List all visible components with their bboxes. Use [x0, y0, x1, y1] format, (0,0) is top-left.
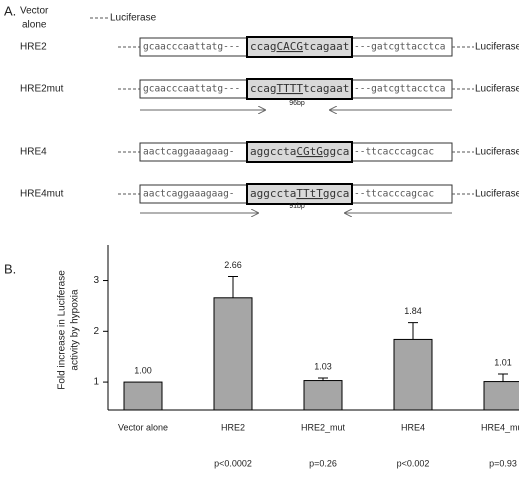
core-segment: TTtT [296, 187, 323, 200]
error-bar [408, 322, 418, 340]
x-tick-label: HRE2_mut [301, 422, 346, 432]
sequence: aactcaggaaagaag- [143, 189, 235, 200]
core-segment: CACG [277, 40, 304, 53]
sequence: gcaacccaattatg--- [143, 84, 240, 95]
construct-name: HRE4 [20, 147, 47, 158]
p-value: p=0.26 [309, 458, 337, 468]
reporter: Luciferase [475, 42, 519, 53]
p-value: p<0.002 [397, 458, 430, 468]
y-axis-label: activity by hypoxia [70, 289, 81, 371]
value-label: 1.84 [404, 306, 422, 316]
bar [393, 338, 433, 411]
bar [303, 380, 343, 411]
value-label: 2.66 [224, 260, 242, 270]
value-label: 1.03 [314, 361, 332, 371]
sequence: aactcaggaaagaag- [143, 147, 235, 158]
core-box [246, 78, 353, 100]
value-label: 1.00 [134, 365, 152, 375]
core-sequence: aggcctaTTtTggca [250, 187, 349, 200]
construct-name: HRE4mut [20, 189, 64, 200]
vector-label: alone [22, 20, 47, 31]
core-sequence: ccagTTTTtcagaat [250, 82, 349, 95]
construct-name: HRE2 [20, 42, 47, 53]
core-sequence: aggcctaCGtGggca [250, 145, 349, 158]
core-segment: ccag [250, 40, 277, 53]
y-tick-label: 2 [93, 326, 99, 337]
p-value: p=0.93 [489, 458, 517, 468]
panel-label: B. [4, 261, 16, 276]
x-tick-label: Vector alone [118, 422, 168, 432]
panel-label: A. [4, 3, 16, 18]
bar [483, 381, 519, 411]
core-segment: aggccta [250, 145, 296, 158]
core-segment: tcagaat [303, 82, 349, 95]
sequence: --ttcacccagcac [354, 189, 434, 200]
value-label: 1.01 [494, 357, 512, 367]
bar [213, 297, 253, 411]
core-segment: ggca [323, 145, 350, 158]
amplicon-size: 91bp [289, 203, 305, 210]
core-segment: tcagaat [303, 40, 349, 53]
sequence: ---gatcgttacctca [354, 84, 446, 95]
core-box [246, 36, 353, 58]
error-bar [498, 373, 508, 382]
core-box [246, 183, 353, 205]
vector-label: Vector [20, 6, 49, 17]
reporter: Luciferase [110, 13, 157, 24]
error-bar [228, 275, 238, 298]
core-segment: aggccta [250, 187, 296, 200]
core-box [246, 141, 353, 163]
bar [123, 381, 163, 411]
reporter: Luciferase [475, 84, 519, 95]
core-segment: ggca [323, 187, 350, 200]
amplicon-size: 96bp [289, 100, 305, 107]
sequence: --ttcacccagcac [354, 147, 434, 158]
x-tick-label: HRE4 [401, 422, 425, 432]
reporter: Luciferase [475, 147, 519, 158]
x-tick-label: HRE4_mut [481, 422, 519, 432]
sequence: gcaacccaattatg--- [143, 42, 240, 53]
p-value: p<0.0002 [214, 458, 252, 468]
y-tick-label: 1 [93, 377, 99, 388]
sequence: ---gatcgttacctca [354, 42, 446, 53]
y-axis-label: Fold increase in Luciferase [57, 270, 68, 390]
x-tick-label: HRE2 [221, 422, 245, 432]
reporter: Luciferase [475, 189, 519, 200]
core-sequence: ccagCACGtcagaat [250, 40, 349, 53]
construct-name: HRE2mut [20, 84, 64, 95]
error-bar [318, 377, 328, 381]
core-segment: CGtG [296, 145, 323, 158]
core-segment: TTTT [277, 82, 304, 95]
core-segment: ccag [250, 82, 277, 95]
y-tick-label: 3 [93, 275, 99, 286]
